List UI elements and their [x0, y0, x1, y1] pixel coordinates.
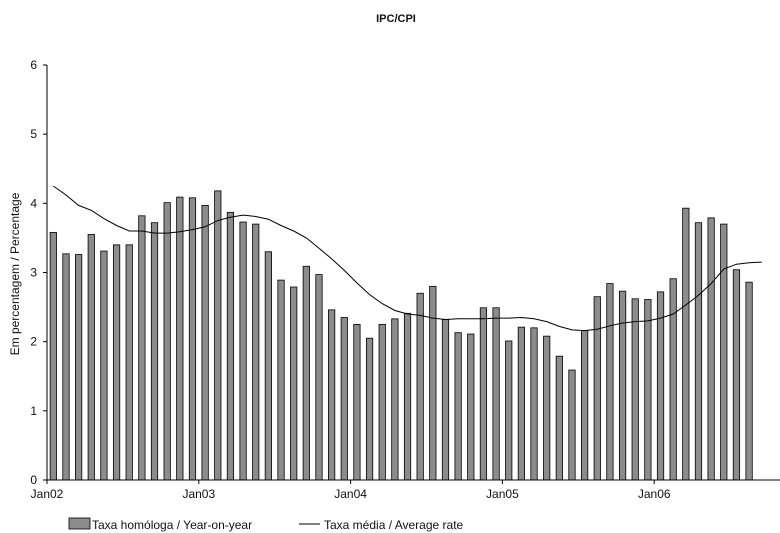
x-axis-ticks: Jan02 Jan03 Jan04 Jan05 Jan06 [31, 480, 671, 501]
bar [302, 265, 310, 481]
bar [365, 337, 374, 481]
bar [543, 335, 551, 481]
bar [188, 197, 197, 481]
bar [454, 332, 462, 481]
y-tick-label: 1 [30, 404, 37, 418]
bar [75, 254, 83, 481]
x-tick-label: Jan03 [182, 487, 215, 501]
bar [618, 290, 627, 481]
bar [239, 221, 247, 481]
bar [656, 291, 665, 481]
bar [555, 355, 563, 481]
bar [694, 222, 703, 481]
bar [606, 283, 614, 481]
bar [340, 317, 348, 481]
bar [467, 333, 475, 481]
y-tick-label: 4 [30, 196, 37, 210]
bar [403, 312, 412, 481]
bar [732, 269, 741, 481]
x-tick-label: Jan02 [31, 487, 64, 501]
chart-title: IPC/CPI [376, 13, 416, 25]
bar [707, 217, 715, 481]
bar [581, 330, 589, 481]
bar [328, 309, 336, 481]
bar [264, 251, 272, 481]
x-tick-label: Jan06 [638, 487, 671, 501]
bar [631, 298, 639, 481]
y-tick-label: 2 [30, 335, 37, 349]
bar [112, 244, 121, 481]
bar [176, 196, 184, 481]
bar [530, 327, 538, 481]
bar [517, 326, 525, 481]
bar [568, 369, 576, 481]
legend: Taxa homóloga / Year-on-year Taxa média … [68, 517, 464, 532]
bar [163, 202, 171, 481]
bar [378, 323, 386, 481]
bar [277, 279, 285, 481]
bar [505, 340, 513, 481]
bar [669, 278, 677, 481]
bar [720, 223, 728, 481]
legend-line-label: Taxa média / Average rate [324, 518, 464, 532]
bar [226, 211, 235, 481]
average-rate-line [53, 185, 762, 332]
y-tick-label: 0 [30, 473, 37, 487]
bar [49, 231, 57, 481]
bar [290, 286, 298, 481]
legend-bar-label: Taxa homóloga / Year-on-year [92, 518, 252, 532]
bar [252, 223, 260, 481]
bar [353, 323, 361, 481]
y-tick-label: 3 [30, 266, 37, 280]
bar [100, 250, 108, 481]
bar [87, 234, 95, 481]
bar [479, 307, 488, 481]
bar [429, 285, 437, 481]
bar [201, 205, 209, 481]
bar [593, 296, 601, 481]
bar-series [49, 190, 753, 481]
bar [441, 319, 450, 481]
bar [214, 190, 222, 481]
y-axis-label: Em percentagem / Percentage [8, 192, 22, 355]
bar [492, 307, 500, 481]
bar [315, 274, 323, 481]
y-tick-label: 6 [30, 58, 37, 72]
legend-bar-swatch [68, 517, 91, 530]
bar [62, 253, 70, 481]
bar [682, 207, 690, 481]
x-tick-label: Jan05 [486, 487, 519, 501]
bar [138, 215, 146, 481]
bar [416, 292, 424, 481]
bar [391, 318, 399, 481]
bar [150, 222, 159, 481]
bar [644, 299, 652, 481]
bar [745, 281, 753, 481]
x-tick-label: Jan04 [334, 487, 367, 501]
y-axis-ticks: 0 1 2 3 4 5 6 [30, 58, 47, 487]
bar [125, 244, 133, 481]
y-tick-label: 5 [30, 127, 37, 141]
